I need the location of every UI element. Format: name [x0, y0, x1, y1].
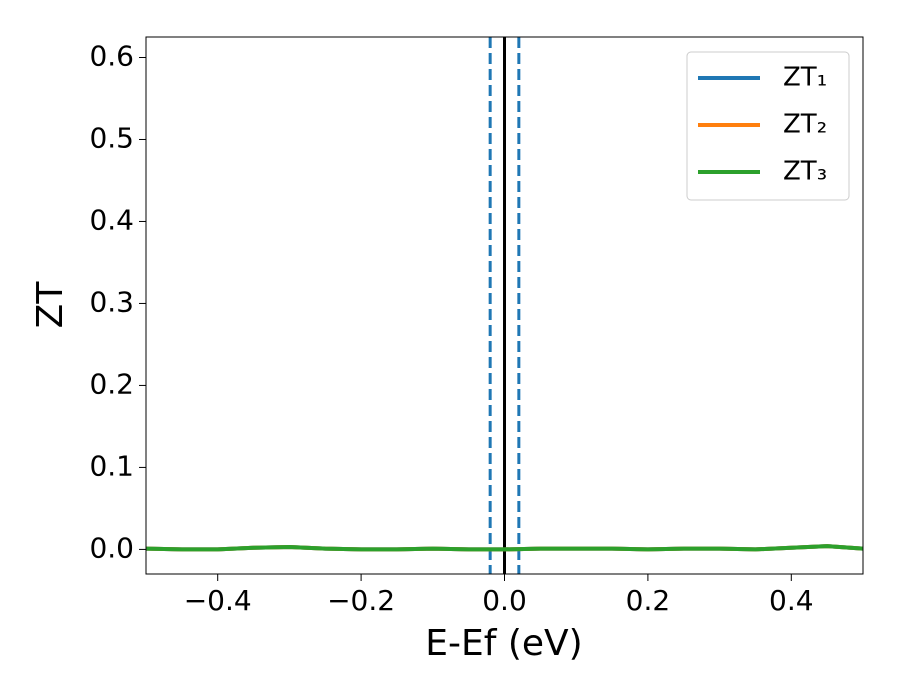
y-tick-label: 0.0: [89, 531, 134, 564]
series-line: [146, 544, 863, 552]
y-tick-label: 0.1: [89, 449, 134, 482]
legend-box: [686, 51, 850, 201]
y-tick-label: 0.3: [89, 285, 134, 318]
x-tick-label: 0.4: [769, 584, 814, 617]
legend-label: ZT₁: [783, 63, 827, 93]
x-tick-label: −0.4: [184, 584, 252, 617]
plot-frame: [145, 36, 864, 575]
x-tick-label: −0.2: [327, 584, 395, 617]
y-tick-label: 0.6: [89, 39, 134, 72]
y-tick-label: 0.2: [89, 367, 134, 400]
y-tick-label: 0.5: [89, 121, 134, 154]
x-axis-label: E-Ef (eV): [425, 623, 582, 664]
legend-label: ZT₂: [783, 110, 827, 140]
x-tick-label: 0.2: [626, 584, 671, 617]
y-axis-label: ZT: [30, 281, 71, 329]
x-tick-label: 0.0: [482, 584, 527, 617]
legend-label: ZT₃: [783, 157, 827, 187]
y-tick-label: 0.4: [89, 203, 134, 236]
